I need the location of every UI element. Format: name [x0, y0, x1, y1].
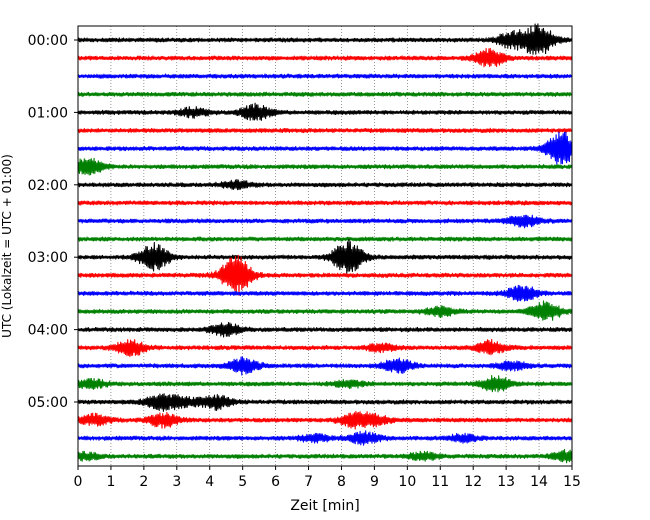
- x-tick-label: 5: [238, 474, 247, 490]
- y-tick-label: 05:00: [28, 395, 68, 411]
- x-tick-label: 9: [370, 474, 379, 490]
- trace-0045: [77, 91, 573, 98]
- y-tick-label: 04:00: [28, 323, 68, 339]
- trace-0445: [77, 374, 573, 393]
- trace-0100: [77, 102, 573, 121]
- x-tick-label: 11: [431, 474, 449, 490]
- x-tick-label: 14: [530, 474, 548, 490]
- vertical-gridlines: [110, 26, 540, 466]
- y-tick-label: 02:00: [28, 178, 68, 194]
- trace-0245: [77, 236, 573, 242]
- trace-0415: [77, 338, 573, 358]
- trace-0515: [77, 410, 573, 430]
- trace-0215: [77, 200, 573, 206]
- seismogram-traces: [77, 23, 573, 464]
- trace-0430: [77, 356, 573, 376]
- trace-0000: [77, 23, 573, 55]
- trace-0030: [77, 73, 573, 79]
- x-tick-label: 7: [304, 474, 313, 490]
- trace-0545: [77, 448, 573, 464]
- trace-0315: [77, 254, 573, 296]
- y-tick-label: 01:00: [28, 105, 68, 121]
- x-tick-label: 10: [398, 474, 416, 490]
- x-tick-label: 6: [271, 474, 280, 490]
- trace-0130: [77, 131, 573, 165]
- trace-0300: [77, 238, 573, 274]
- x-tick-label: 12: [464, 474, 482, 490]
- x-tick-label: 15: [563, 474, 581, 490]
- trace-0115: [77, 127, 573, 134]
- trace-0230: [77, 214, 573, 229]
- trace-0400: [77, 321, 573, 338]
- y-tick-label: 00:00: [28, 33, 68, 49]
- x-tick-label: 13: [497, 474, 515, 490]
- x-tick-label: 3: [172, 474, 181, 490]
- x-tick-label: 8: [337, 474, 346, 490]
- x-axis-label: Zeit [min]: [290, 498, 359, 514]
- y-axis-label: UTC (Lokalzeit = UTC + 01:00): [0, 154, 14, 338]
- x-tick-label: 2: [139, 474, 148, 490]
- trace-0145: [77, 157, 573, 176]
- y-tick-label: 03:00: [28, 250, 68, 266]
- x-tick-label: 0: [74, 474, 83, 490]
- x-tick-label: 4: [205, 474, 214, 490]
- trace-0330: [77, 284, 573, 302]
- x-tick-label: 1: [106, 474, 115, 490]
- trace-0530: [77, 430, 573, 446]
- plot-frame: [77, 25, 573, 467]
- x-axis-ticks: 0 1 2 3 4 5 6 7 8 9 10 11 12 13 14 15: [74, 466, 581, 490]
- trace-0015: [77, 47, 573, 68]
- y-axis-ticks: 00:00 01:00 02:00 03:00 04:00 05:00: [28, 33, 78, 411]
- trace-0500: [77, 393, 573, 412]
- trace-0345: [77, 300, 573, 321]
- trace-0200: [77, 179, 573, 191]
